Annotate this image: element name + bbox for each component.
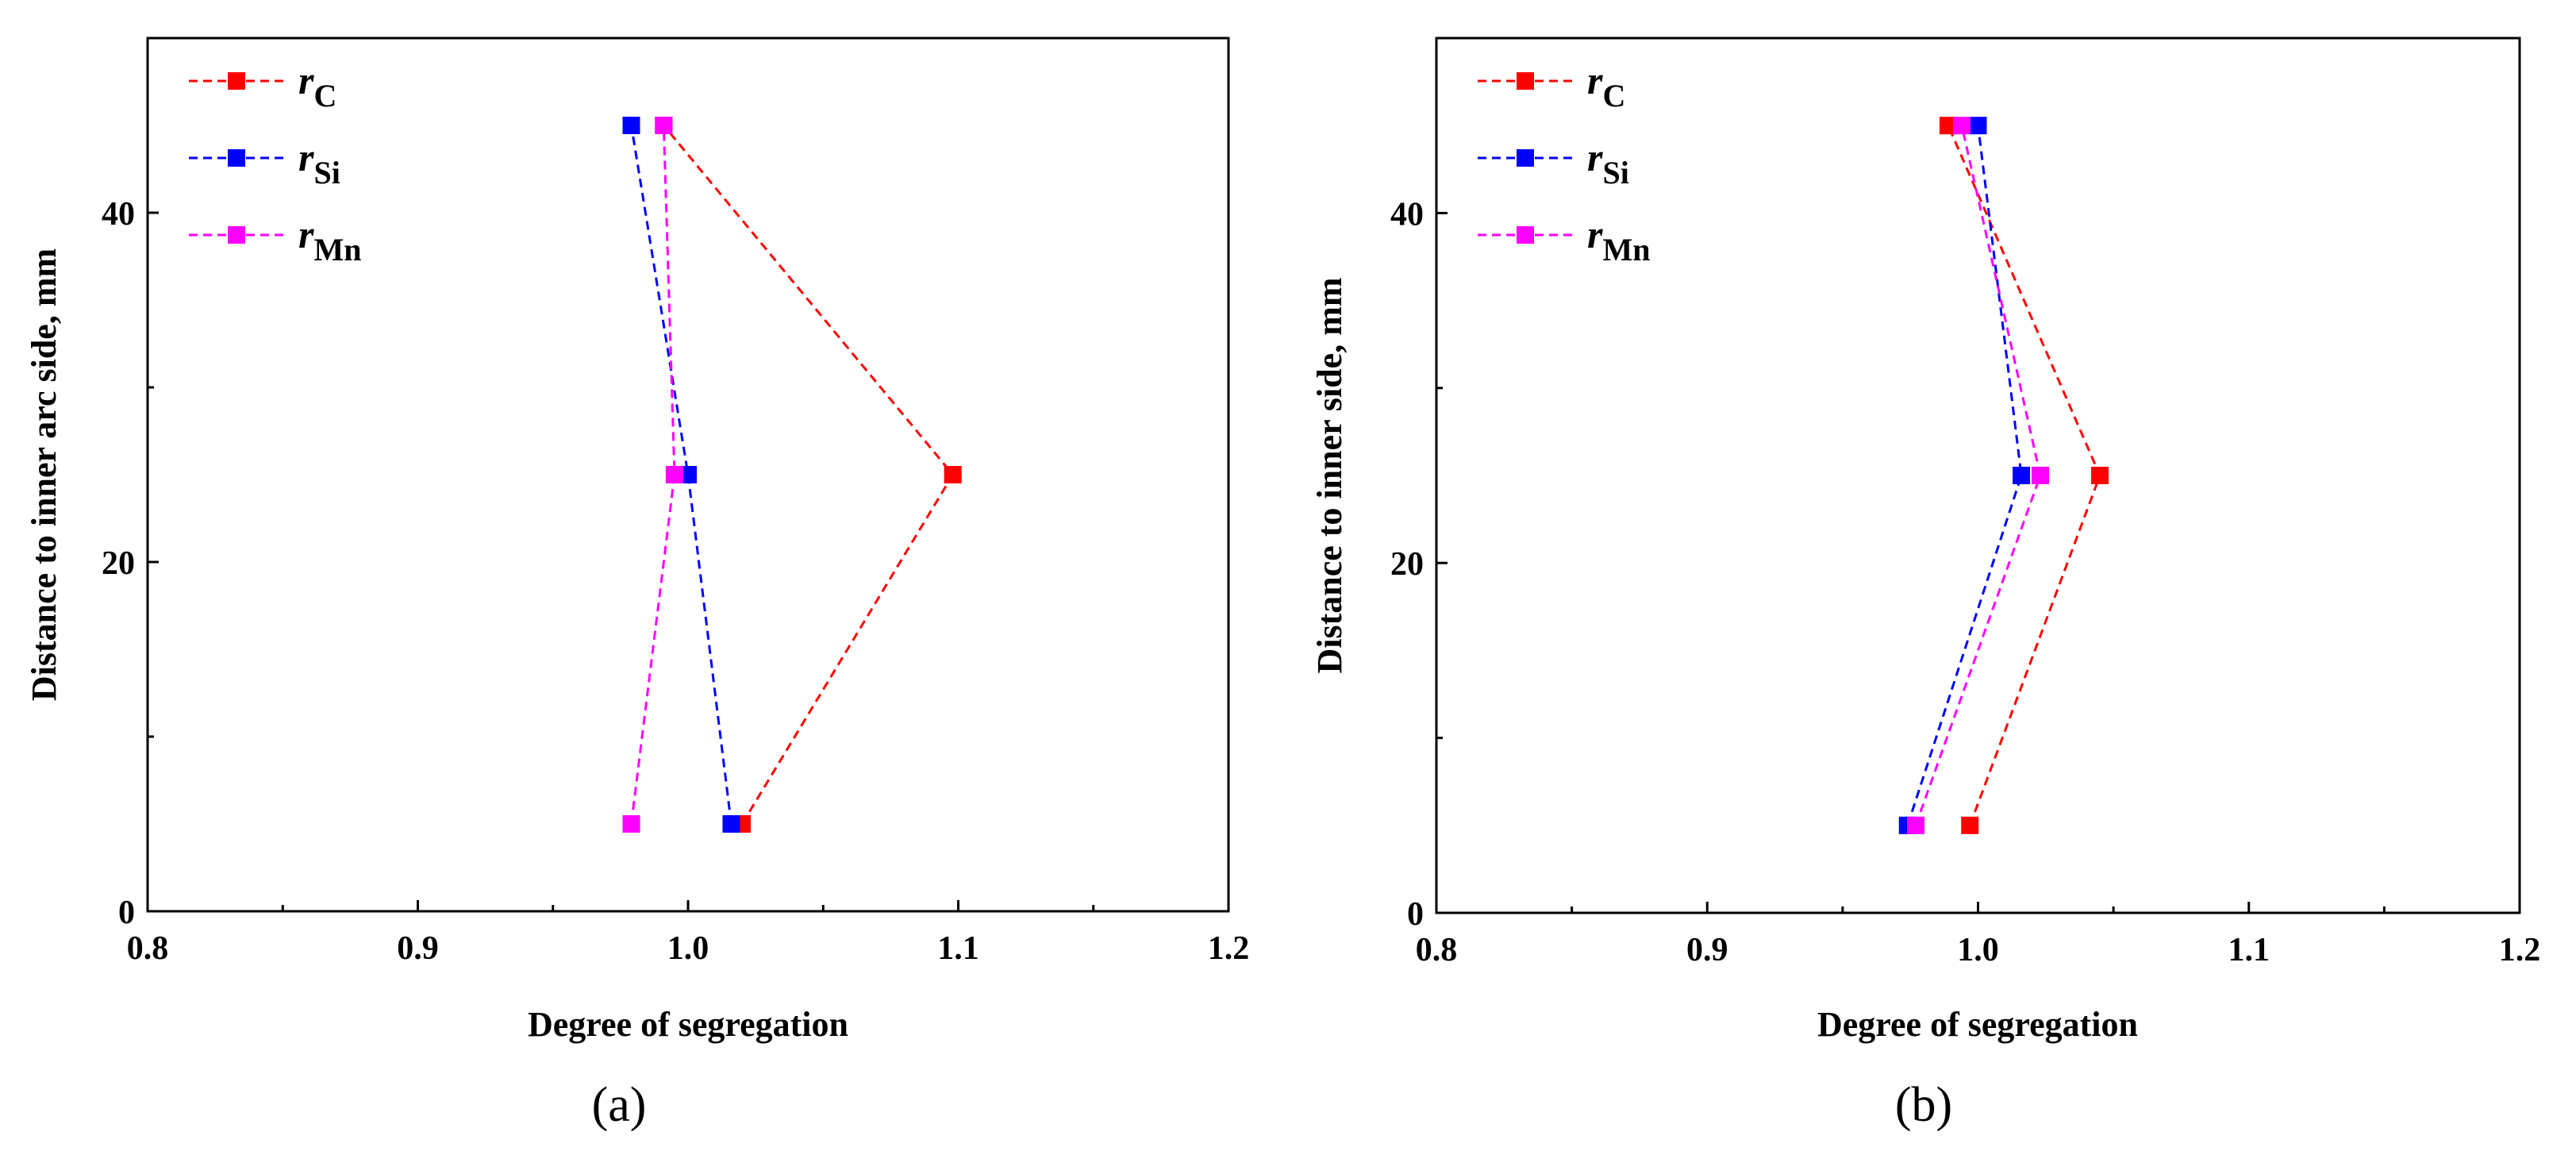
legend-label-rC: rC bbox=[298, 58, 336, 114]
legend-subscript: Si bbox=[313, 155, 340, 191]
legend-symbol: r bbox=[1587, 212, 1603, 256]
y-axis-title: Distance to inner side, mm bbox=[1310, 277, 1349, 673]
x-axis-title: Degree of segregation bbox=[1817, 1005, 2138, 1044]
series-rSi bbox=[622, 117, 740, 833]
panel-caption: (a) bbox=[592, 1078, 647, 1132]
series-rMn bbox=[622, 117, 683, 833]
data-point-rSi bbox=[2013, 467, 2031, 484]
legend-marker-rMn bbox=[228, 226, 245, 244]
legend-symbol: r bbox=[298, 135, 314, 179]
chart-panel-b: 0.8 0.9 1.0 1.1 1.2 0 20 40 Degree of segregatio… bbox=[1310, 37, 2541, 1132]
series-line-rSi bbox=[630, 125, 732, 825]
data-point-rC bbox=[2091, 467, 2109, 484]
legend-label-rSi: rSi bbox=[1587, 135, 1629, 191]
data-point-rSi bbox=[722, 815, 740, 833]
x-tick-label: 1.1 bbox=[2228, 932, 2270, 968]
legend-symbol: r bbox=[298, 58, 314, 102]
x-tick-label: 1.2 bbox=[1208, 930, 1250, 967]
legend-marker-rC bbox=[1517, 72, 1534, 90]
data-point-rSi bbox=[622, 117, 640, 134]
series-rMn bbox=[1907, 117, 2049, 834]
y-axis-title: Distance to inner arc side, mm bbox=[25, 248, 63, 701]
data-point-rMn bbox=[1907, 816, 1925, 834]
y-tick-label: 0 bbox=[1407, 896, 1424, 933]
legend-marker-rSi bbox=[228, 149, 245, 167]
legend-label-rMn: rMn bbox=[298, 212, 361, 268]
y-tick-label: 40 bbox=[1390, 196, 1424, 233]
x-tick-label: 1.1 bbox=[937, 930, 979, 967]
chart-panel-a: 0.8 0.9 1.0 1.1 1.2 0 20 40 Degree of segregatio… bbox=[25, 37, 1250, 1132]
series-rC bbox=[655, 117, 962, 833]
x-tick-label: 0.8 bbox=[127, 930, 169, 967]
data-point-rMn bbox=[665, 466, 683, 483]
legend-symbol: r bbox=[1587, 135, 1603, 179]
y-tick-label: 20 bbox=[102, 545, 135, 582]
y-tick-label: 20 bbox=[1390, 546, 1424, 583]
y-tick-label: 0 bbox=[118, 895, 135, 931]
legend-label-rC: rC bbox=[1587, 58, 1625, 114]
legend-marker-rMn bbox=[1517, 226, 1534, 244]
x-tick-label: 0.9 bbox=[1686, 932, 1728, 968]
x-tick-label: 0.8 bbox=[1416, 932, 1458, 968]
x-tick-label: 1.0 bbox=[1957, 932, 1999, 968]
legend-label-rSi: rSi bbox=[298, 135, 340, 191]
legend-subscript: Mn bbox=[1602, 232, 1650, 268]
x-axis-title: Degree of segregation bbox=[528, 1005, 848, 1044]
data-point-rC bbox=[1961, 816, 1979, 834]
legend-symbol: r bbox=[1587, 58, 1603, 102]
x-tick-label: 0.9 bbox=[397, 930, 439, 967]
data-point-rMn bbox=[1953, 117, 1971, 135]
panel-caption: (b) bbox=[1895, 1078, 1952, 1132]
legend-subscript: C bbox=[313, 78, 336, 114]
x-tick-label: 1.2 bbox=[2499, 932, 2541, 968]
series-rC bbox=[1939, 117, 2109, 834]
series-line-rMn bbox=[630, 125, 676, 825]
series-line-rC bbox=[663, 125, 955, 825]
x-tick-label: 1.0 bbox=[667, 930, 709, 967]
y-tick-label: 40 bbox=[102, 196, 135, 233]
data-point-rC bbox=[944, 466, 962, 483]
legend-symbol: r bbox=[298, 212, 314, 256]
data-point-rSi bbox=[679, 466, 697, 483]
legend-label-rMn: rMn bbox=[1587, 212, 1650, 268]
legend-subscript: Mn bbox=[313, 232, 361, 268]
data-point-rMn bbox=[2031, 467, 2049, 484]
legend-marker-rSi bbox=[1517, 149, 1534, 167]
series-line-rSi bbox=[1906, 125, 2023, 826]
data-point-rC bbox=[1939, 117, 1957, 135]
legend-subscript: Si bbox=[1602, 155, 1628, 191]
data-point-rMn bbox=[622, 815, 640, 833]
data-point-rMn bbox=[655, 117, 673, 134]
data-point-rSi bbox=[1969, 117, 1987, 135]
legend-marker-rC bbox=[228, 72, 245, 90]
series-rSi bbox=[1898, 117, 2031, 834]
legend-subscript: C bbox=[1602, 78, 1625, 114]
